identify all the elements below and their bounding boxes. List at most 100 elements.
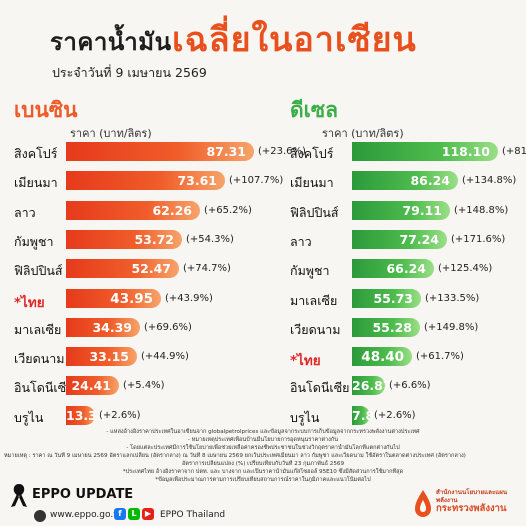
ministry-name: กระทรวงพลังงาน xyxy=(436,503,507,514)
price-value-label: 52.47 xyxy=(131,261,171,276)
globe-icon xyxy=(34,510,46,522)
change-percent-label: (+43.9%) xyxy=(165,293,213,304)
country-label: กัมพูชา xyxy=(290,263,330,278)
price-bar-charts: สิงคโปร์ 87.31 (+23.6%) เมียนมา 73.61 (+107.7… xyxy=(14,142,526,425)
price-value-label: 79.11 xyxy=(402,203,442,218)
price-value-label: 34.39 xyxy=(92,320,132,335)
price-bar xyxy=(352,289,421,308)
youtube-icon[interactable]: ▶ xyxy=(142,508,154,520)
country-label: *ไทย xyxy=(14,295,45,311)
price-bar xyxy=(352,406,370,425)
diesel-heading: ดีเซล xyxy=(290,98,338,122)
price-bar xyxy=(352,171,458,190)
price-bar xyxy=(66,406,95,425)
price-bar xyxy=(66,171,225,190)
price-value-label: 13.34 xyxy=(66,408,106,423)
change-percent-label: (+2.6%) xyxy=(99,410,141,421)
price-bar xyxy=(66,318,140,337)
price-value-label: 33.15 xyxy=(89,349,129,364)
country-label: บรูไน xyxy=(14,410,44,425)
black-ribbon-icon xyxy=(11,484,27,507)
price-bar xyxy=(66,289,161,308)
price-bar xyxy=(66,376,119,395)
country-label: อินโดนีเซีย xyxy=(290,380,350,395)
price-value-label: 77.24 xyxy=(399,232,439,247)
change-percent-label: (+23.6%) xyxy=(258,146,306,157)
price-value-label: 62.26 xyxy=(152,203,192,218)
price-value-label: 66.24 xyxy=(386,261,426,276)
line-icon[interactable]: L xyxy=(128,508,140,520)
org-name-line: สำนักงานนโยบายและแผนพลังงาน xyxy=(436,489,508,504)
country-label: เวียดนาม xyxy=(14,351,65,366)
price-value-label: 43.95 xyxy=(110,291,153,307)
country-label: อินโดนีเซีย xyxy=(14,380,74,395)
price-value-label: 73.61 xyxy=(177,173,217,188)
organization-name: สำนักงานนโยบายและแผนพลังงาน กระทรวงพลังง… xyxy=(436,489,526,513)
change-percent-label: (+54.3%) xyxy=(186,234,234,245)
price-value-label: 55.73 xyxy=(373,291,413,306)
country-label: บรูไน xyxy=(290,410,320,425)
change-percent-label: (+74.7%) xyxy=(183,263,231,274)
country-label: *ไทย xyxy=(290,353,321,369)
change-percent-label: (+44.9%) xyxy=(141,351,189,362)
change-percent-label: (+69.6%) xyxy=(144,322,192,333)
country-label: มาเลเซีย xyxy=(14,322,62,337)
footnote-line: *ประเทศไทย อ้างอิงราคาจาก ปตท. และ บางจา… xyxy=(122,469,404,475)
gasoline-heading: เบนซิน xyxy=(14,98,78,122)
country-label: เวียดนาม xyxy=(290,322,341,337)
facebook-icon[interactable]: f xyxy=(114,508,126,520)
country-label: ลาว xyxy=(14,205,36,220)
price-bar xyxy=(66,259,179,278)
change-percent-label: (+148.8%) xyxy=(454,205,509,216)
price-value-label: 53.72 xyxy=(134,232,174,247)
country-label: กัมพูชา xyxy=(14,234,54,249)
price-bar xyxy=(352,201,450,220)
footnote-line: หมายเหตุ : ราคา ณ วันที่ 9 เมษายน 2569 อ… xyxy=(4,453,466,459)
country-label: เมียนมา xyxy=(290,175,334,190)
price-bar xyxy=(66,142,254,161)
country-label: ฟิลิปปินส์ xyxy=(290,205,339,220)
footnotes: - แหล่งอ้างอิงราคาประเทศในอาเซียนจาก glo… xyxy=(4,428,522,484)
country-label: สิงคโปร์ xyxy=(290,146,334,161)
header: ราคาน้ำมัน เฉลี่ยในอาเซียน ประจำวันที่ 9… xyxy=(0,0,526,96)
change-percent-label: (+81.0%) xyxy=(502,146,526,157)
price-bar xyxy=(352,318,420,337)
price-value-label: 86.24 xyxy=(410,173,450,188)
date-subtitle: ประจำวันที่ 9 เมษายน 2569 xyxy=(52,65,207,80)
gasoline-unit: ราคา (บาท/ลิตร) xyxy=(70,127,152,140)
price-value-label: 26.87 xyxy=(352,378,392,393)
price-value-label: 24.41 xyxy=(71,378,111,393)
price-bar xyxy=(352,347,412,366)
diesel-unit: ราคา (บาท/ลิตร) xyxy=(322,127,404,140)
change-percent-label: (+149.8%) xyxy=(424,322,479,333)
footnote-line: - แหล่งอ้างอิงราคาประเทศในอาเซียนจาก glo… xyxy=(106,429,420,435)
change-percent-label: (+133.5%) xyxy=(425,293,480,304)
footnote-line: - หมายเหตุประเทศเพื่อนบ้านมีนโยบายการอุด… xyxy=(187,437,339,443)
price-bar xyxy=(66,347,137,366)
social-handle: EPPO Thailand xyxy=(160,510,226,520)
footnote-line: อัตราการเปลี่ยนแปลง (%) เปรียบเทียบกับวั… xyxy=(181,461,345,467)
change-percent-label: (+61.7%) xyxy=(416,351,464,362)
price-value-label: 55.28 xyxy=(372,320,412,335)
change-percent-label: (+125.4%) xyxy=(438,263,493,274)
title-oil-price: ราคาน้ำมัน xyxy=(50,28,172,56)
country-label: ฟิลิปปินส์ xyxy=(14,263,63,278)
price-bar xyxy=(352,142,498,161)
footnote-line: *ข้อมูลเพื่อประมาณการตามการเปรียบเทียบสถ… xyxy=(155,477,371,483)
country-label: เมียนมา xyxy=(14,175,58,190)
change-percent-label: (+6.6%) xyxy=(389,380,431,391)
footer xyxy=(0,482,526,526)
price-bar xyxy=(66,230,182,249)
price-value-label: 87.31 xyxy=(206,144,246,159)
price-bar xyxy=(66,201,200,220)
website-link[interactable]: www.eppo.go.th xyxy=(50,510,123,520)
change-percent-label: (+5.4%) xyxy=(123,380,165,391)
price-value-label: 118.10 xyxy=(441,144,490,159)
price-bar xyxy=(352,259,434,278)
country-label: ลาว xyxy=(290,234,312,249)
price-value-label: 48.40 xyxy=(361,349,404,365)
price-value-label: 7.80 xyxy=(352,408,383,423)
change-percent-label: (+134.8%) xyxy=(462,175,517,186)
country-label: สิงคโปร์ xyxy=(14,146,58,161)
change-percent-label: (+65.2%) xyxy=(204,205,252,216)
